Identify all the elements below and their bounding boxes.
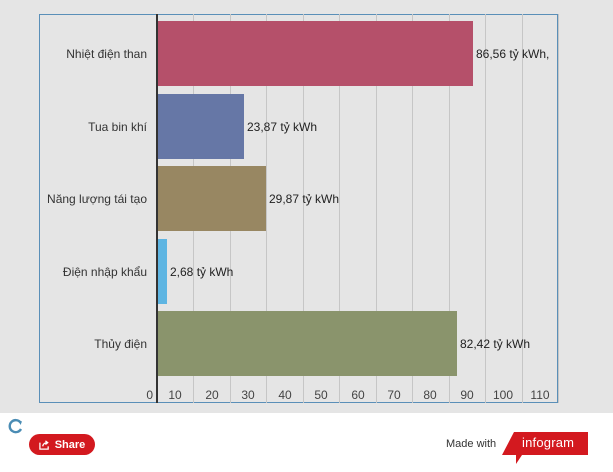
gridline (522, 14, 523, 403)
x-tick-label: 10 (168, 388, 182, 402)
gridline (558, 14, 559, 403)
gridline (449, 14, 450, 403)
infogram-brand-text: infogram (522, 435, 575, 450)
bar-value-label: 2,68 tỷ kWh (170, 264, 234, 279)
category-label: Thủy điện (94, 336, 147, 351)
category-label: Nhiệt điện than (66, 46, 147, 61)
refresh-icon[interactable] (8, 418, 24, 434)
x-tick-label: 110 (530, 388, 550, 402)
bar[interactable] (157, 239, 167, 304)
bar[interactable] (157, 94, 244, 159)
x-tick-label: 70 (387, 388, 401, 402)
category-label: Tua bin khí (88, 119, 147, 134)
bar-value-label: 82,42 tỷ kWh (460, 336, 531, 351)
gridline (376, 14, 377, 403)
chart-frame (39, 14, 558, 403)
x-tick-label: 20 (205, 388, 219, 402)
y-axis-line (156, 14, 158, 403)
bar-value-label: 86,56 tỷ kWh, (476, 46, 550, 61)
gridline (485, 14, 486, 403)
x-tick-label: 80 (423, 388, 437, 402)
x-tick-label: 50 (314, 388, 328, 402)
infogram-logo[interactable] (500, 431, 590, 465)
category-label: Năng lượng tái tạo (47, 191, 147, 206)
x-tick-label: 40 (278, 388, 292, 402)
share-button[interactable]: Share (29, 434, 95, 455)
bar[interactable] (157, 21, 473, 86)
x-tick-label: 100 (492, 388, 514, 402)
gridline (303, 14, 304, 403)
category-label: Điện nhập khẩu (62, 264, 147, 279)
x-tick-label: 90 (460, 388, 474, 402)
gridline (266, 14, 267, 403)
bar[interactable] (157, 311, 457, 376)
made-with-text: Made with (446, 438, 497, 450)
x-tick-label: 60 (351, 388, 365, 402)
x-tick-label: 30 (241, 388, 255, 402)
bar-value-label: 23,87 tỷ kWh (247, 119, 318, 134)
gridline (412, 14, 413, 403)
plot-area: 86,56 tỷ kWh, 23,87 tỷ kWh 29,87 tỷ kWh 2,6… (157, 14, 559, 403)
bar-value-label: 29,87 tỷ kWh (269, 191, 340, 206)
share-icon (38, 440, 49, 450)
bar[interactable] (157, 166, 266, 231)
gridline (339, 14, 340, 403)
share-label: Share (54, 438, 86, 451)
x-tick-label: 0 (146, 388, 153, 402)
